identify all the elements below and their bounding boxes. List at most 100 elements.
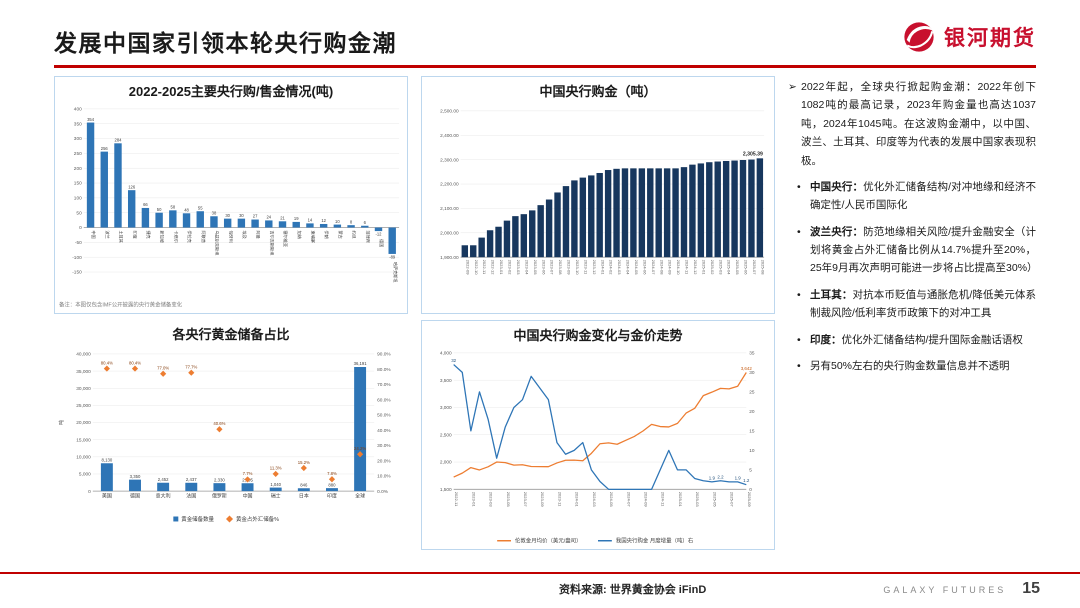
bar — [297, 487, 310, 491]
svg-text:30: 30 — [749, 370, 755, 376]
brand-name: 银河期货 — [944, 27, 1036, 50]
bar — [374, 227, 383, 232]
category-label: 蒙古 — [338, 231, 344, 239]
bar — [520, 214, 528, 258]
bar — [129, 479, 141, 491]
svg-text:-100: -100 — [72, 255, 82, 261]
category-label: 中国 — [243, 492, 253, 499]
bar — [251, 219, 259, 228]
x-label: 2024-07 — [626, 491, 631, 507]
bar — [141, 207, 150, 228]
category-label: 约旦 — [352, 231, 358, 239]
chart-title: 中国央行购金（吨） — [539, 84, 657, 99]
pct-marker — [244, 475, 251, 483]
svg-text:77.7%: 77.7% — [185, 364, 197, 369]
bar — [588, 175, 595, 258]
bar — [697, 163, 705, 258]
svg-text:1,040: 1,040 — [270, 481, 281, 486]
pct-marker — [160, 370, 167, 377]
svg-text:5,000: 5,000 — [79, 471, 91, 477]
svg-text:48: 48 — [184, 208, 189, 213]
x-label: 2024-01 — [575, 491, 580, 507]
svg-text:6: 6 — [364, 220, 367, 225]
x-label: 2023-09 — [540, 491, 545, 507]
bar — [265, 220, 273, 228]
page-number: 15 — [1022, 580, 1040, 597]
bar — [689, 164, 696, 258]
bar — [213, 482, 226, 491]
category-label: 意大利 — [156, 492, 171, 499]
category-label: 德国 — [130, 492, 140, 499]
x-label: 2023-07 — [550, 260, 555, 276]
point-label: 32 — [451, 358, 456, 363]
pct-marker — [300, 464, 307, 471]
category-label: 波兰 — [105, 231, 111, 239]
category-label: 俄罗斯 — [212, 492, 227, 499]
x-label: 2024-05 — [609, 491, 614, 507]
svg-text:7.8%: 7.8% — [327, 471, 337, 476]
bar — [461, 245, 469, 258]
right-panel: ➢ 2022年起，全球央行掀起购金潮：2022年创下1082吨的最高记录，2023… — [788, 76, 1038, 550]
point-label: 1.9 — [735, 475, 742, 480]
x-label: 2023-07 — [523, 491, 528, 507]
bar — [86, 122, 95, 228]
footer-rule — [0, 572, 1080, 574]
x-label: 2025-09 — [747, 491, 752, 507]
x-label: 2023-09 — [567, 260, 572, 276]
bullet-item: • 中国央行：优化外汇储备结构/对冲地缘和经济不确定性/人民币国际化 — [788, 178, 1036, 215]
x-label: 2024-12 — [693, 260, 698, 276]
x-label: 2022-12 — [491, 260, 496, 276]
svg-text:846: 846 — [300, 482, 308, 487]
svg-text:1,500: 1,500 — [440, 487, 452, 493]
x-label: 2025-02 — [710, 260, 715, 276]
x-label: 2023-06 — [541, 260, 546, 276]
grid: -150 -100 -50 0 50 100 150 200 250 300 350 400 — [72, 107, 400, 276]
svg-text:15.2%: 15.2% — [298, 459, 310, 464]
svg-text:0: 0 — [749, 487, 752, 493]
x-label: 2023-12 — [592, 260, 597, 276]
category-label: 阿联酋 — [201, 231, 207, 243]
category-label: 吉尔吉斯斯坦 — [269, 231, 275, 256]
svg-text:3,350: 3,350 — [130, 473, 141, 478]
category-label: 卡塔尔 — [173, 231, 179, 243]
x-label: 2025-07 — [730, 491, 735, 507]
bar-chart-china-reserves-plot: 1,900.00 2,000.00 2,100.00 2,200.00 2,300.00… — [440, 109, 765, 276]
svg-text:30: 30 — [225, 213, 230, 218]
bar — [333, 224, 342, 228]
category-label: 阿曼 — [256, 231, 262, 239]
svg-text:12: 12 — [321, 218, 326, 223]
bar — [613, 168, 620, 258]
bullet-item: • 另有50%左右的央行购金数量信息并不透明 — [788, 357, 1036, 375]
svg-text:58: 58 — [171, 205, 176, 210]
bullet-marker-icon: ➢ — [788, 81, 797, 93]
svg-text:10,000: 10,000 — [76, 454, 91, 460]
bullet-item: • 土耳其：对抗本币贬值与通胀危机/降低美元体系制裁风险/低利率货币政策下的对冲工… — [788, 286, 1036, 323]
svg-text:36,191: 36,191 — [354, 361, 368, 366]
svg-text:77.0%: 77.0% — [157, 365, 169, 370]
bar — [706, 162, 713, 258]
svg-text:-12: -12 — [375, 232, 382, 237]
bar — [306, 223, 314, 228]
category-label: 伊朗 — [324, 231, 330, 239]
bar-chart-purchases-plot: -150 -100 -50 0 50 100 150 200 250 300 350 400 354 中国… — [59, 107, 400, 309]
bar — [647, 168, 654, 258]
bar — [223, 218, 232, 228]
legend-label: 我国央行购金 月度增量（吨）右 — [616, 536, 694, 544]
bar — [545, 199, 553, 258]
series-line — [453, 363, 747, 490]
bar — [278, 221, 287, 228]
x-label: 2025-04 — [727, 260, 732, 276]
bars-and-markers: 8,130 80.4% 美国 3,350 80.4% 德国 2,452 77.0% 意大利 2,4… — [101, 360, 367, 499]
svg-text:0: 0 — [79, 225, 82, 231]
svg-text:50: 50 — [76, 210, 82, 216]
svg-text:55: 55 — [198, 205, 203, 210]
category-label: 土耳其 — [119, 231, 125, 243]
bar — [241, 482, 254, 491]
svg-text:2,330: 2,330 — [214, 477, 225, 482]
x-label: 2024-11 — [685, 260, 690, 275]
svg-text:20,000: 20,000 — [76, 420, 91, 426]
x-label: 2025-01 — [701, 260, 706, 276]
bullet-text: 2022年起，全球央行掀起购金潮：2022年创下1082吨的最高记录，2023年… — [801, 81, 1036, 167]
x-label: 2024-10 — [676, 260, 681, 276]
svg-text:-89: -89 — [389, 254, 396, 259]
